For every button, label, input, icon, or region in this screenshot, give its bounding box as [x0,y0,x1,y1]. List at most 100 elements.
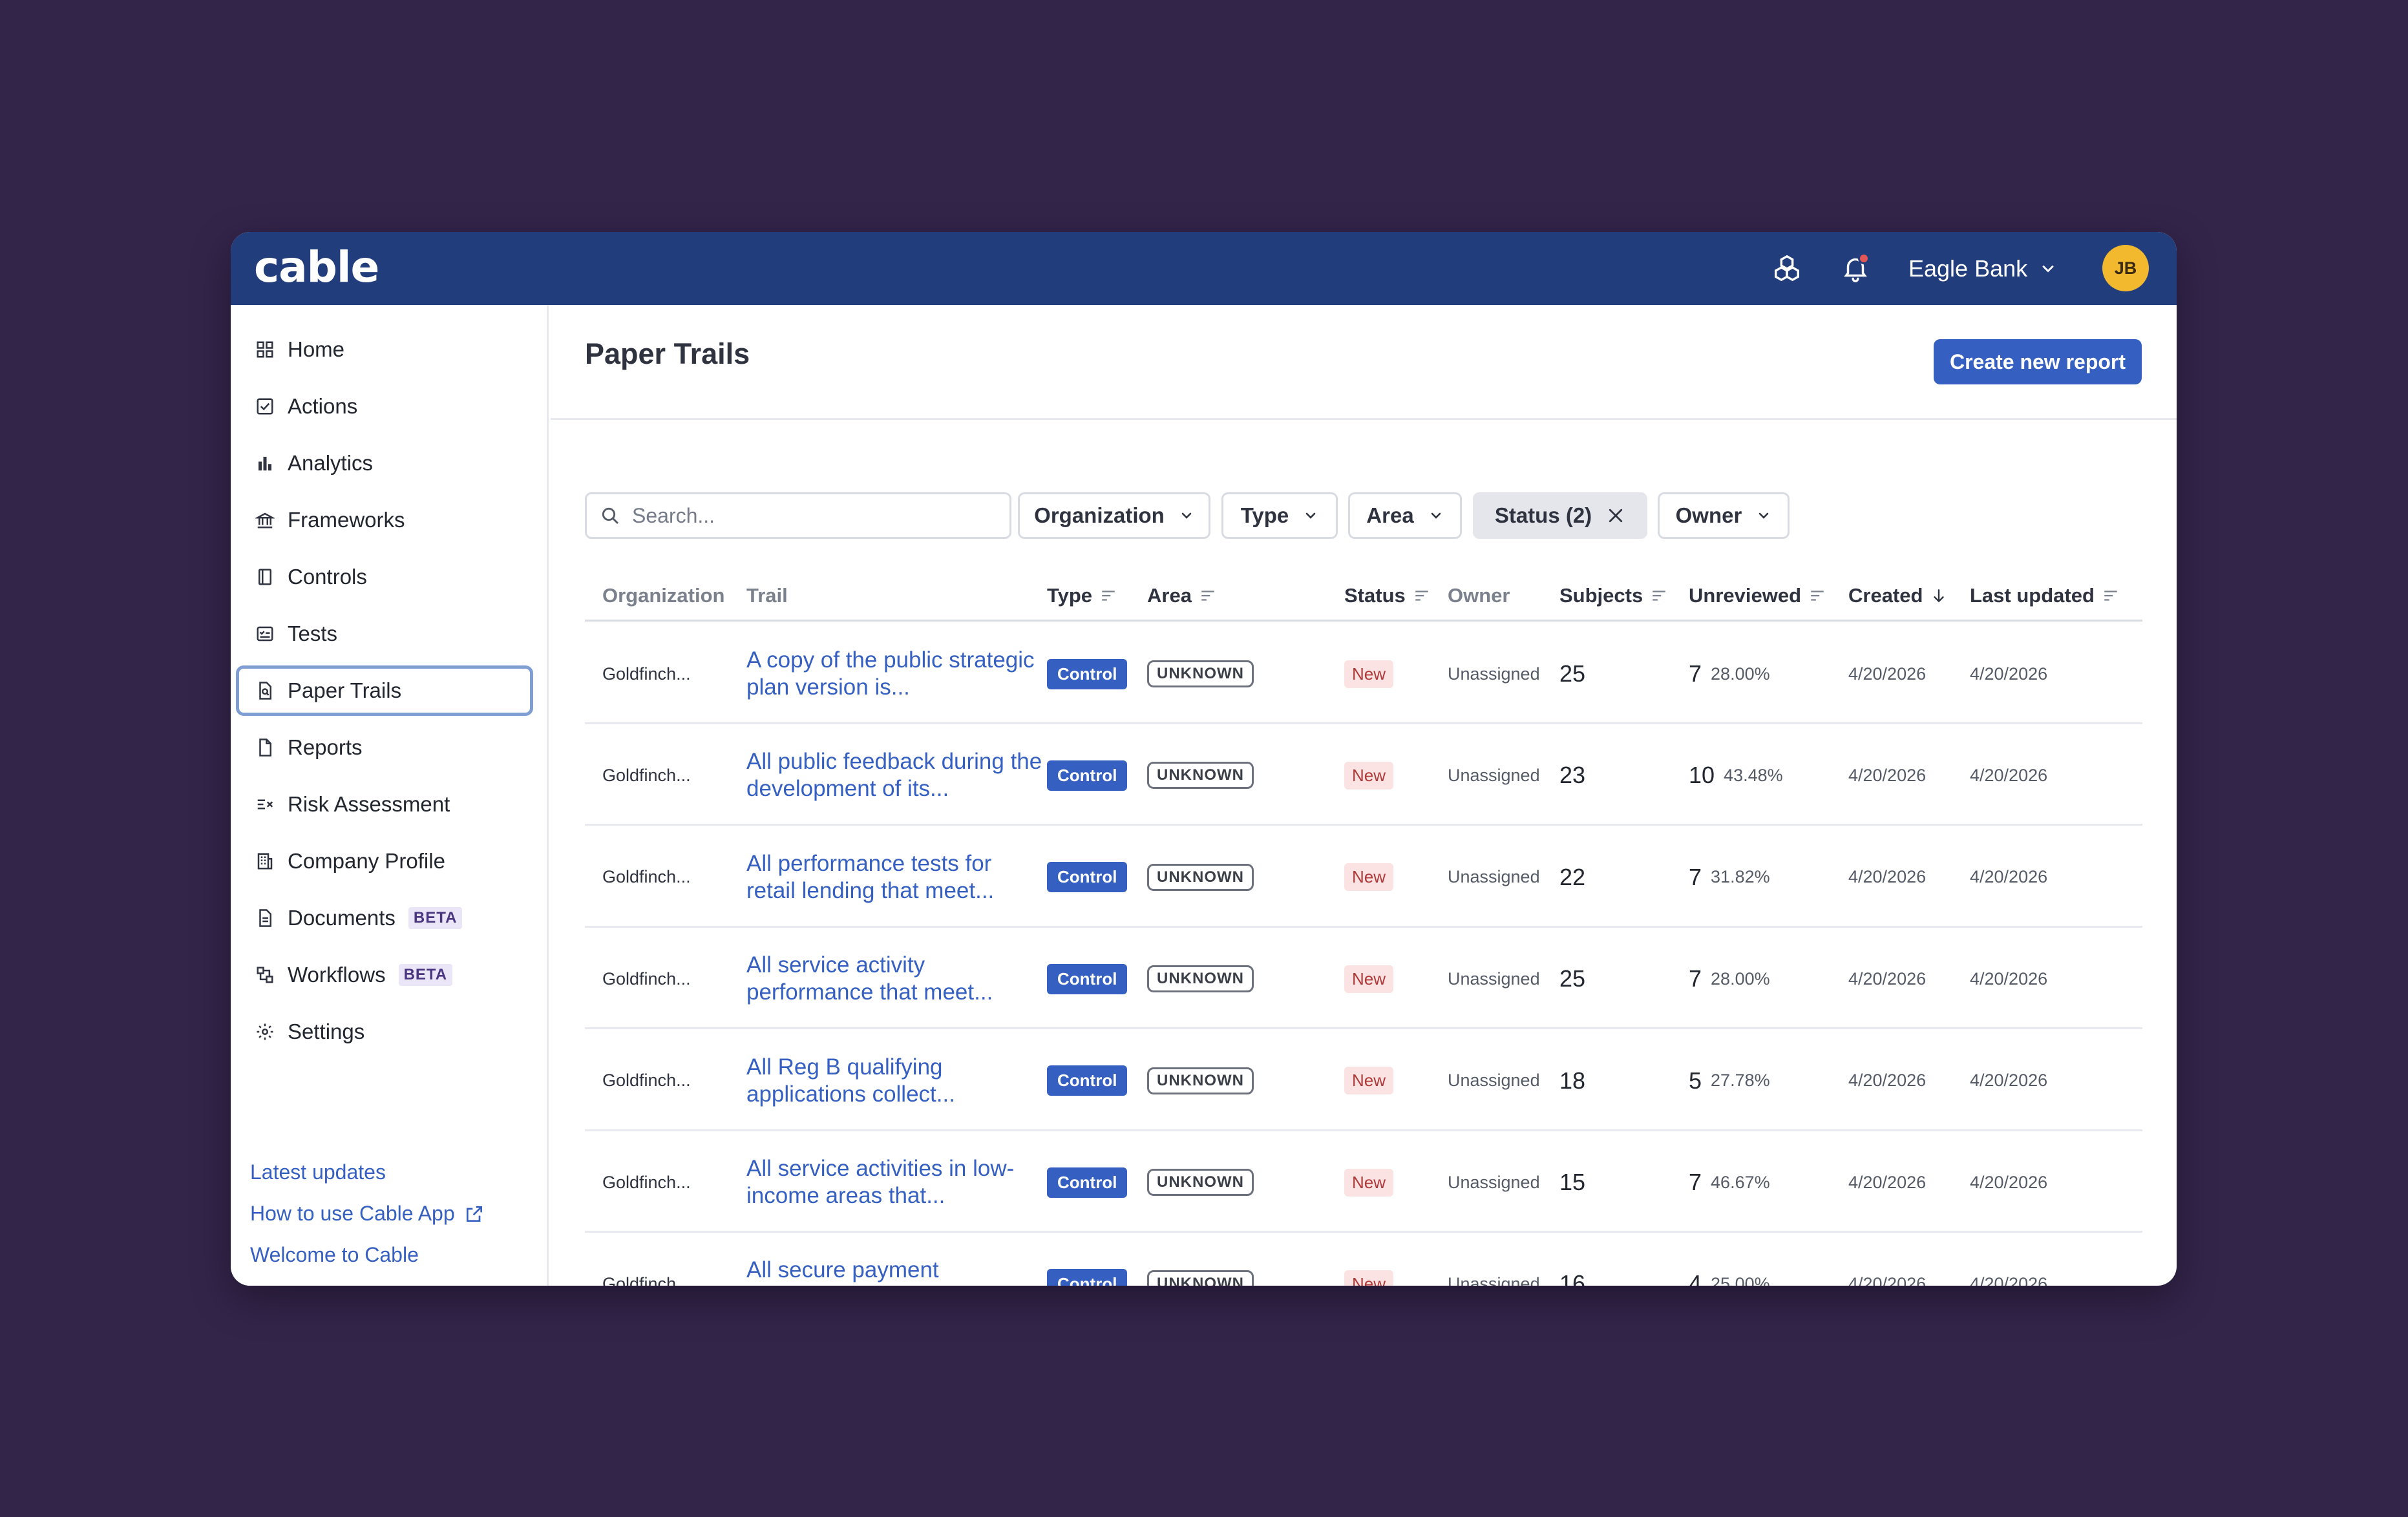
column-status[interactable]: Status [1344,570,1430,622]
organization-cell: Goldfinch... [602,1172,691,1192]
sidebar-item-label: Analytics [288,451,374,475]
status-badge: New [1344,965,1394,993]
filter-lines-icon[interactable] [1809,587,1826,604]
table-row[interactable]: Goldfinch... All service activity perfor… [585,928,2142,1030]
sidebar-item-controls[interactable]: Controls [236,552,533,602]
owner-cell: Unassigned [1448,1172,1540,1192]
create-new-report-button[interactable]: Create new report [1934,339,2142,384]
sidebar-item-label: Workflows [288,963,386,987]
filter-lines-icon[interactable] [1100,587,1117,604]
trail-link[interactable]: All service activities in low-income are… [746,1156,1015,1208]
status-cell: New [1344,1031,1394,1131]
area-badge: UNKNOWN [1147,762,1254,790]
welcome-link[interactable]: Welcome to Cable [250,1243,419,1267]
file-search-icon [259,682,271,700]
sidebar-item-home[interactable]: Home [236,324,533,375]
sidebar-item-risk-assessment[interactable]: Risk Assessment [236,779,533,830]
column-created[interactable]: Created [1848,570,1947,622]
status-cell: New [1344,928,1394,1029]
table-row[interactable]: Goldfinch... All Reg B qualifying applic… [585,1031,2142,1131]
cable-logo[interactable]: cable [254,242,379,292]
column-organization: Organization [602,570,724,622]
link-label: Welcome to Cable [250,1243,419,1266]
sidebar-item-label: Actions [288,394,358,418]
search-input[interactable]: Search... [585,492,1011,539]
trail-link[interactable]: All Reg B qualifying applications collec… [746,1054,955,1107]
filter-owner[interactable]: Owner [1658,492,1790,539]
sidebar-item-analytics[interactable]: Analytics [236,438,533,488]
sidebar-item-company-profile[interactable]: Company Profile [236,836,533,886]
sidebar-item-label: Home [288,337,345,361]
sidebar-item-reports[interactable]: Reports [236,722,533,773]
organization-switcher[interactable]: Eagle Bank [1908,251,2057,286]
sidebar-item-label: Frameworks [288,508,405,532]
created-cell: 4/20/2026 [1848,765,1927,785]
filter-lines-icon[interactable] [2102,587,2119,604]
column-label: Unreviewed [1689,584,1802,607]
owner-cell: Unassigned [1448,1071,1540,1091]
column-label: Status [1344,584,1406,607]
filter-lines-icon[interactable] [1651,587,1667,604]
type-cell: Control [1047,725,1128,826]
integrations-icon[interactable] [1769,250,1805,286]
filter-area[interactable]: Area [1348,492,1462,539]
search-icon [602,507,619,525]
filter-status[interactable]: Status (2) [1473,492,1647,539]
area-badge: UNKNOWN [1147,965,1254,993]
table-row[interactable]: Goldfinch... All secure payment instrume… [585,1233,2142,1286]
sidebar-item-settings[interactable]: Settings [236,1007,533,1057]
trail-link[interactable]: A copy of the public strategic plan vers… [746,647,1035,700]
trail-link[interactable]: All public feedback during the developme… [746,749,1042,802]
type-cell: Control [1047,1132,1128,1233]
table-row[interactable]: Goldfinch... All performance tests for r… [585,827,2142,928]
latest-updates-link[interactable]: Latest updates [250,1160,386,1184]
how-to-use-link[interactable]: How to use Cable App [250,1202,485,1226]
arrow-down-icon[interactable] [1930,587,1947,604]
column-subjects[interactable]: Subjects [1559,570,1667,622]
chevron-down-icon [2042,266,2054,273]
sidebar-item-label: Controls [288,565,367,589]
trail-link[interactable]: All service activity performance that me… [746,952,993,1005]
notification-bell-icon[interactable] [1837,250,1874,286]
filter-lines-icon[interactable] [1199,587,1216,604]
column-area[interactable]: Area [1147,570,1216,622]
link-label: How to use Cable App [250,1202,455,1225]
table-row[interactable]: Goldfinch... A copy of the public strate… [585,623,2142,724]
filter-label: Type [1240,503,1289,527]
owner-cell: Unassigned [1448,765,1540,785]
sidebar-item-frameworks[interactable]: Frameworks [236,495,533,545]
table-row[interactable]: Goldfinch... All service activities in l… [585,1132,2142,1233]
workflow-icon [257,967,273,983]
sidebar-item-paper-trails[interactable]: Paper Trails [236,665,533,716]
chevron-down-icon [1759,512,1769,519]
type-badge: Control [1047,1268,1128,1286]
sidebar-item-documents[interactable]: Documents BETA [236,893,533,943]
status-badge: New [1344,863,1394,892]
unreviewed-cell: 7 31.82% [1689,863,1770,890]
last-updated-cell: 4/20/2026 [1970,1071,2048,1091]
sidebar-item-workflows[interactable]: Workflows BETA [236,950,533,1000]
close-icon[interactable] [1606,506,1625,525]
trail-link[interactable]: All performance tests for retail lending… [746,850,995,903]
status-cell: New [1344,623,1394,724]
user-avatar[interactable]: JB [2102,245,2149,291]
status-badge: New [1344,660,1394,688]
sidebar-item-tests[interactable]: Tests [236,609,533,659]
filter-organization[interactable]: Organization [1018,492,1210,539]
column-unreviewed[interactable]: Unreviewed [1689,570,1826,622]
column-type[interactable]: Type [1047,570,1117,622]
organization-cell: Goldfinch... [602,1273,691,1286]
status-cell: New [1344,1233,1394,1286]
filter-lines-icon[interactable] [1413,587,1430,604]
created-cell: 4/20/2026 [1848,664,1927,684]
trail-link[interactable]: All secure payment instruments credentia… [746,1257,998,1286]
area-cell: UNKNOWN [1147,1233,1254,1286]
sidebar-item-label: Paper Trails [288,678,402,702]
column-last-updated[interactable]: Last updated [1970,570,2119,622]
book-icon [259,569,271,585]
sidebar-item-actions[interactable]: Actions [236,381,533,432]
filter-type[interactable]: Type [1221,492,1338,539]
grid-icon [257,341,273,358]
table-row[interactable]: Goldfinch... All public feedback during … [585,725,2142,826]
beta-badge: BETA [398,964,453,986]
